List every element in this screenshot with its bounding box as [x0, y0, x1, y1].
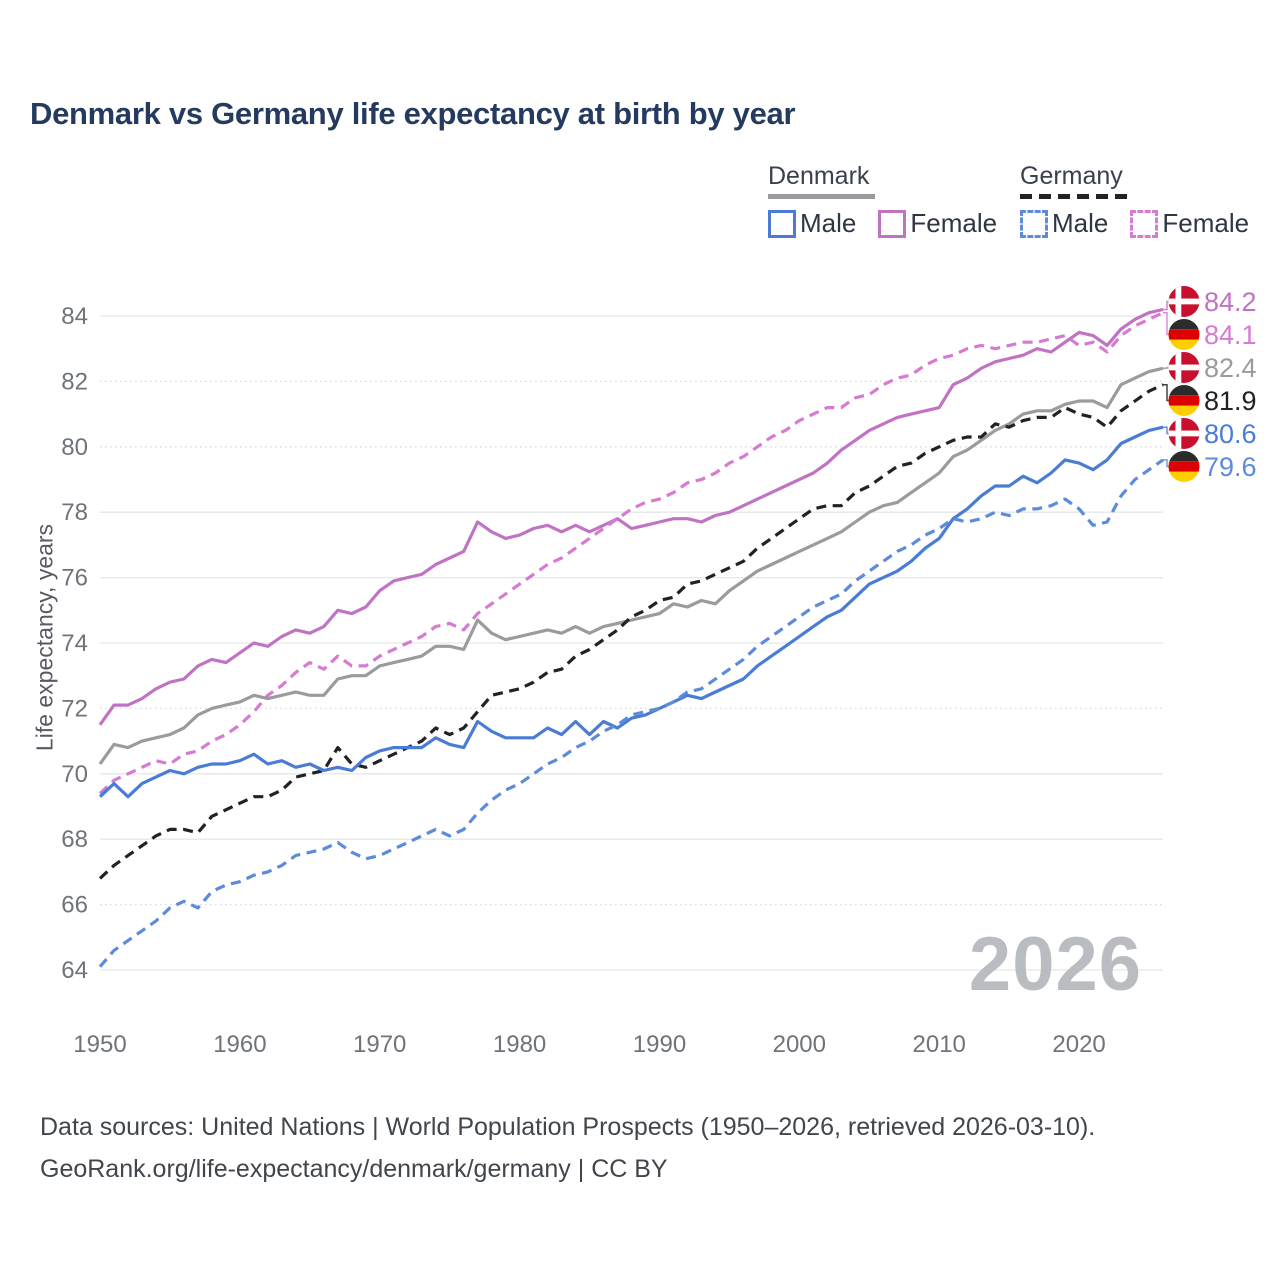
end-label-value: 81.9	[1204, 386, 1257, 416]
end-label-connector	[1163, 300, 1169, 311]
legend-denmark-label: Denmark	[768, 162, 870, 190]
y-tick-label: 64	[61, 957, 88, 984]
end-label-connector	[1163, 459, 1169, 468]
legend-swatch-germany-female[interactable]	[1130, 209, 1159, 238]
y-tick-label: 66	[61, 892, 88, 919]
y-tick-label: 72	[61, 695, 88, 722]
end-label-value: 79.6	[1204, 452, 1257, 482]
end-label-connector	[1163, 311, 1169, 336]
end-label-value: 84.2	[1204, 287, 1257, 317]
legend-label-denmark-female[interactable]: Female	[910, 208, 998, 238]
end-label-value: 84.1	[1204, 320, 1257, 350]
x-tick-label: 1950	[73, 1031, 126, 1058]
end-label-value: 80.6	[1204, 419, 1257, 449]
x-tick-label: 2020	[1052, 1031, 1105, 1058]
legend-label-denmark-male[interactable]: Male	[800, 208, 857, 238]
x-tick-label: 1980	[493, 1031, 546, 1058]
legend-denmark-line-sample	[768, 194, 875, 199]
footer: Data sources: United Nations | World Pop…	[40, 1106, 1095, 1190]
germany-flag-icon	[1168, 318, 1200, 350]
y-tick-label: 80	[61, 434, 88, 461]
series-line-denmark[interactable]	[98, 366, 1164, 765]
legend-group-germany: Germany Male Female	[1020, 162, 1271, 239]
legend-label-germany-male[interactable]: Male	[1052, 208, 1109, 238]
chart-canvas: 64 66 68 70 72 74 76 78 80 82 84 1950 1960 1970 1980 19…	[61, 285, 1257, 1058]
series-line-germany-female[interactable]	[98, 311, 1164, 795]
end-label-value: 82.4	[1204, 353, 1257, 383]
y-tick-label: 70	[61, 761, 88, 788]
germany-flag-icon	[1168, 450, 1200, 482]
series-line-denmark-male[interactable]	[98, 425, 1164, 799]
legend-swatch-denmark-female[interactable]	[878, 209, 907, 238]
footer-sources: Data sources: United Nations | World Pop…	[40, 1113, 1096, 1141]
denmark-flag-icon	[1168, 351, 1200, 383]
legend-swatch-denmark-male[interactable]	[768, 209, 796, 238]
series-line-germany[interactable]	[98, 383, 1164, 880]
y-tick-label: 84	[61, 303, 88, 330]
denmark-flag-icon	[1168, 417, 1200, 449]
end-label-connector	[1163, 383, 1169, 402]
legend-label-germany-female[interactable]: Female	[1162, 208, 1250, 238]
y-tick-label: 74	[61, 630, 88, 657]
x-tick-label: 2000	[773, 1031, 826, 1058]
x-tick-label: 1990	[633, 1031, 686, 1058]
x-tick-label: 2010	[913, 1031, 966, 1058]
legend-group-denmark: Denmark Male Female	[768, 162, 1019, 239]
end-label-connector	[1163, 426, 1169, 435]
legend-germany-label: Germany	[1020, 162, 1123, 190]
x-tick-label: 1970	[353, 1031, 406, 1058]
denmark-flag-icon	[1168, 285, 1200, 317]
y-tick-label: 78	[61, 499, 88, 526]
y-tick-label: 68	[61, 826, 88, 853]
chart-title: Denmark vs Germany life expectancy at bi…	[30, 96, 796, 131]
x-tick-label: 1960	[213, 1031, 266, 1058]
germany-flag-icon	[1168, 384, 1200, 416]
end-label-connector	[1163, 366, 1169, 370]
y-tick-label: 76	[61, 565, 88, 592]
footer-attribution: GeoRank.org/life-expectancy/denmark/germ…	[40, 1155, 668, 1183]
legend-swatch-germany-male[interactable]	[1020, 209, 1048, 238]
legend-germany-line-sample	[1020, 194, 1127, 199]
series-line-germany-male[interactable]	[98, 458, 1164, 968]
y-tick-label: 82	[61, 368, 88, 395]
series-line-denmark-female[interactable]	[98, 307, 1164, 726]
watermark: 2026	[969, 922, 1142, 1007]
